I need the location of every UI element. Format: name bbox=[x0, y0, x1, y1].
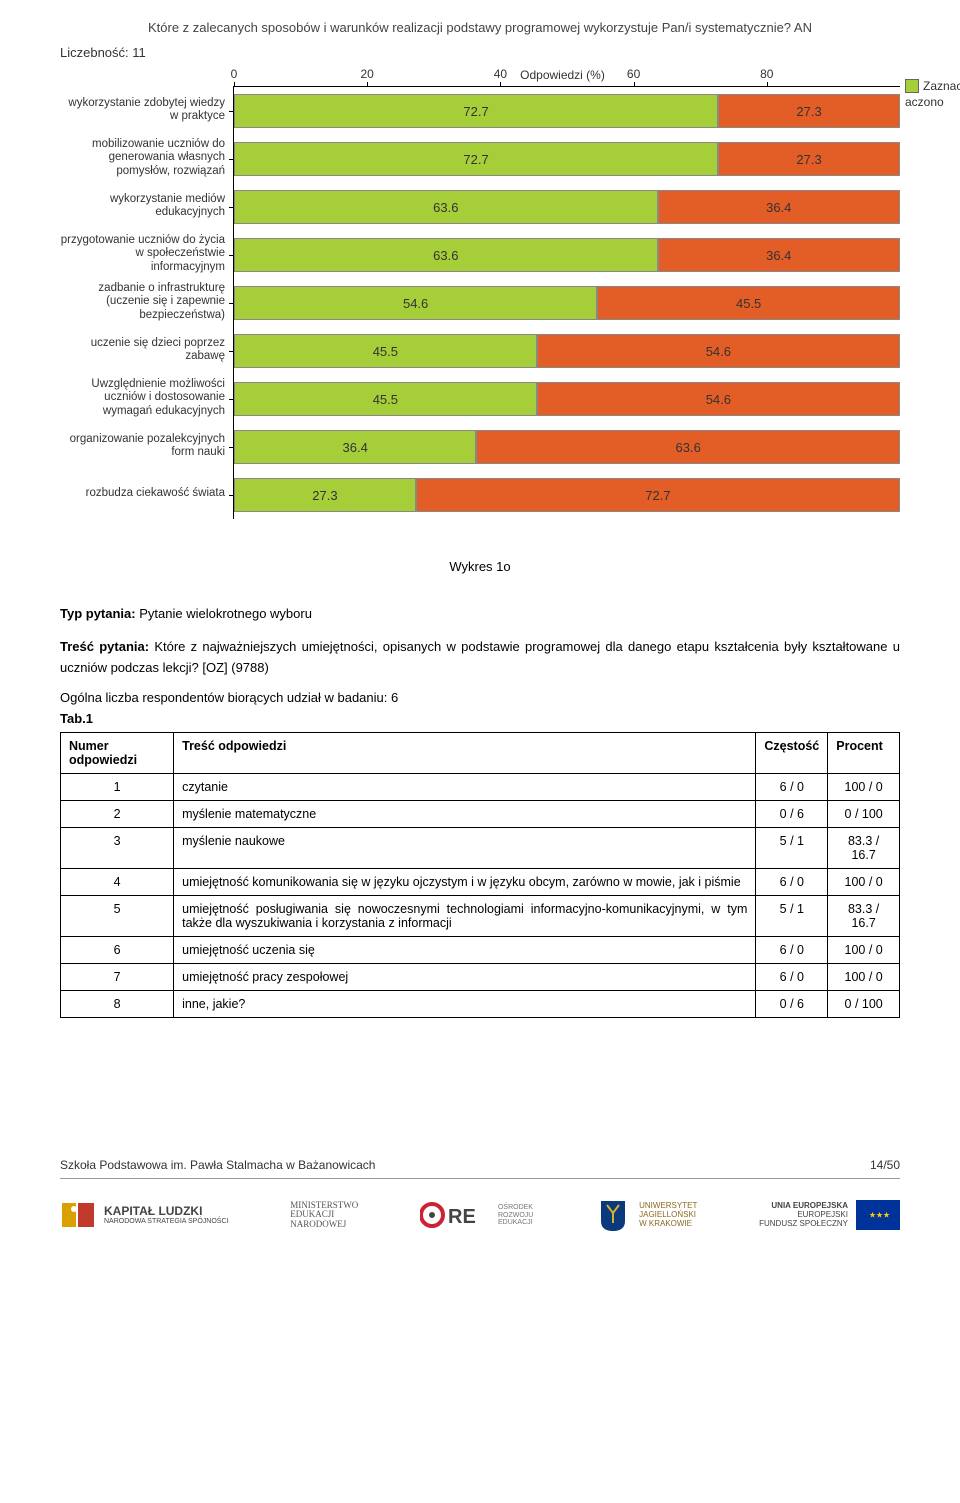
survey-chart: Które z zalecanych sposobów i warunków r… bbox=[60, 20, 900, 519]
logo-kapital-ludzki: KAPITAŁ LUDZKINARODOWA STRATEGIA SPÓJNOŚ… bbox=[60, 1197, 228, 1233]
bar-segment-no: 27.3 bbox=[718, 142, 900, 176]
question-type-row: Typ pytania: Pytanie wielokrotnego wybor… bbox=[60, 604, 900, 625]
axis-tick: 40 bbox=[494, 67, 507, 81]
bar-segment-yes: 54.6 bbox=[234, 286, 597, 320]
chart-bar-row: 63.636.4 bbox=[234, 183, 900, 231]
chart-row-label: przygotowanie uczniów do życia w społecz… bbox=[60, 230, 225, 278]
chart-row-label: Uwzględnienie możliwości uczniów i dosto… bbox=[60, 374, 225, 422]
footer-page: 14/50 bbox=[870, 1158, 900, 1172]
chart-bar-row: 27.372.7 bbox=[234, 471, 900, 519]
bar-segment-yes: 72.7 bbox=[234, 142, 718, 176]
chart-bar-row: 45.554.6 bbox=[234, 375, 900, 423]
logo-men: MINISTERSTWO EDUKACJI NARODOWEJ bbox=[290, 1201, 358, 1231]
bar-segment-no: 54.6 bbox=[537, 334, 900, 368]
chart-bar-row: 72.727.3 bbox=[234, 135, 900, 183]
chart-legend: Zaznaczono aczono bbox=[905, 79, 960, 111]
table-row: 8inne, jakie?0 / 60 / 100 bbox=[61, 991, 900, 1018]
table-header: Procent bbox=[828, 733, 900, 774]
table-header: Częstość bbox=[756, 733, 828, 774]
eu-flag-icon: ⋆⋆⋆ bbox=[856, 1200, 900, 1230]
chart-bar-row: 54.645.5 bbox=[234, 279, 900, 327]
bar-segment-no: 45.5 bbox=[597, 286, 900, 320]
chart-bar-row: 45.554.6 bbox=[234, 327, 900, 375]
chart-row-label: wykorzystanie zdobytej wiedzy w praktyce bbox=[60, 86, 225, 134]
bar-segment-no: 63.6 bbox=[476, 430, 900, 464]
chart-title: Które z zalecanych sposobów i warunków r… bbox=[60, 20, 900, 35]
bar-segment-yes: 72.7 bbox=[234, 94, 718, 128]
chart-bar-row: 63.636.4 bbox=[234, 231, 900, 279]
axis-tick: 80 bbox=[760, 67, 773, 81]
bar-segment-yes: 36.4 bbox=[234, 430, 476, 464]
bar-segment-yes: 45.5 bbox=[234, 334, 537, 368]
bar-segment-yes: 63.6 bbox=[234, 190, 658, 224]
bar-segment-no: 36.4 bbox=[658, 190, 900, 224]
footer-logos: KAPITAŁ LUDZKINARODOWA STRATEGIA SPÓJNOŚ… bbox=[60, 1178, 900, 1263]
axis-tick: 0 bbox=[231, 67, 238, 81]
chart-row-label: mobilizowanie uczniów do generowania wła… bbox=[60, 134, 225, 182]
chart-count: Liczebność: 11 bbox=[60, 45, 900, 60]
logo-eu: UNIA EUROPEJSKA EUROPEJSKI FUNDUSZ SPOŁE… bbox=[759, 1200, 900, 1230]
axis-tick: 20 bbox=[361, 67, 374, 81]
chart-plot: 020406080 Zaznaczono aczono 72.727.372.7… bbox=[233, 86, 900, 519]
chart-caption: Wykres 1o bbox=[60, 559, 900, 574]
table-row: 5umiejętność posługiwania się nowoczesny… bbox=[61, 896, 900, 937]
respondents-count: Ogólna liczba respondentów biorących udz… bbox=[60, 690, 900, 705]
question-content-row: Treść pytania: Które z najważniejszych u… bbox=[60, 637, 900, 679]
bar-segment-no: 36.4 bbox=[658, 238, 900, 272]
chart-bar-row: 72.727.3 bbox=[234, 87, 900, 135]
table-header: Treść odpowiedzi bbox=[174, 733, 756, 774]
logo-uj: UNIWERSYTET JAGIELLOŃSKI W KRAKOWIE bbox=[595, 1197, 697, 1233]
logo-ore: RE OŚRODEK ROZWOJU EDUKACJI bbox=[420, 1197, 533, 1233]
table-row: 1czytanie6 / 0100 / 0 bbox=[61, 774, 900, 801]
chart-bar-row: 36.463.6 bbox=[234, 423, 900, 471]
footer-school: Szkoła Podstawowa im. Pawła Stalmacha w … bbox=[60, 1158, 375, 1172]
page-footer: Szkoła Podstawowa im. Pawła Stalmacha w … bbox=[60, 1158, 900, 1178]
bar-segment-yes: 27.3 bbox=[234, 478, 416, 512]
svg-text:RE: RE bbox=[448, 1206, 476, 1228]
table-header: Numer odpowiedzi bbox=[61, 733, 174, 774]
chart-row-label: rozbudza ciekawość świata bbox=[60, 470, 225, 518]
answers-table: Numer odpowiedziTreść odpowiedziCzęstość… bbox=[60, 732, 900, 1018]
table-row: 7umiejętność pracy zespołowej6 / 0100 / … bbox=[61, 964, 900, 991]
chart-row-label: zadbanie o infrastrukturę (uczenie się i… bbox=[60, 278, 225, 326]
chart-row-label: organizowanie pozalekcyjnych form nauki bbox=[60, 422, 225, 470]
chart-row-label: uczenie się dzieci poprzez zabawę bbox=[60, 326, 225, 374]
chart-row-label: wykorzystanie mediów edukacyjnych bbox=[60, 182, 225, 230]
table-row: 3myślenie naukowe5 / 183.3 / 16.7 bbox=[61, 828, 900, 869]
axis-tick: 60 bbox=[627, 67, 640, 81]
table-row: 2myślenie matematyczne0 / 60 / 100 bbox=[61, 801, 900, 828]
table-row: 4umiejętność komunikowania się w języku … bbox=[61, 869, 900, 896]
bar-segment-yes: 63.6 bbox=[234, 238, 658, 272]
bar-segment-yes: 45.5 bbox=[234, 382, 537, 416]
chart-ylabels: wykorzystanie zdobytej wiedzy w praktyce… bbox=[60, 86, 233, 519]
bar-segment-no: 54.6 bbox=[537, 382, 900, 416]
table-caption: Tab.1 bbox=[60, 711, 900, 726]
bar-segment-no: 27.3 bbox=[718, 94, 900, 128]
table-row: 6umiejętność uczenia się6 / 0100 / 0 bbox=[61, 937, 900, 964]
bar-segment-no: 72.7 bbox=[416, 478, 900, 512]
